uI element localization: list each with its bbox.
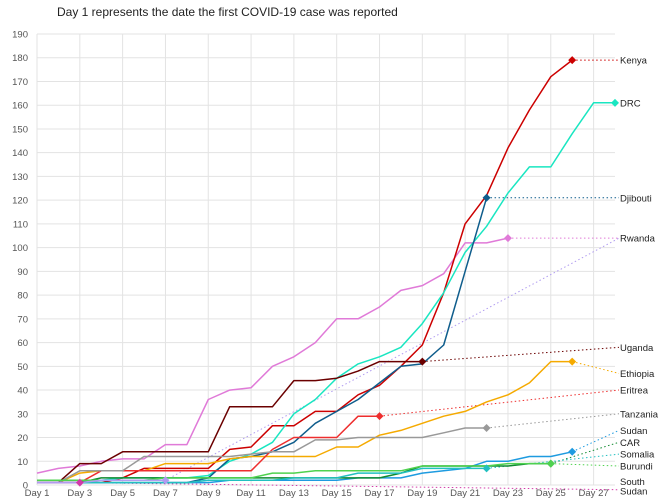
series-line: [37, 360, 423, 484]
x-tick-label: Day 9: [196, 488, 221, 499]
series-end-markers: [75, 56, 619, 487]
x-tick-label: Day 27: [579, 488, 609, 499]
y-tick-label: 70: [17, 314, 28, 325]
y-tick-label: 10: [17, 457, 28, 468]
series-line: [37, 467, 487, 484]
series-end-marker: [503, 234, 512, 243]
y-tick-label: 140: [12, 148, 28, 159]
x-tick-label: Day 7: [153, 488, 178, 499]
series-end-label: Djibouti: [620, 193, 652, 204]
series-end-label: Rwanda: [620, 234, 656, 245]
leader-line: [79, 482, 620, 491]
end-labels: Kenya DRC Djibouti Rwanda Uganda Ethiopia Erit…: [620, 56, 659, 498]
series-end-marker: [482, 424, 491, 433]
leader-line: [550, 463, 620, 467]
x-tick-label: Day 3: [67, 488, 92, 499]
y-tick-label: 0: [23, 481, 28, 492]
series-end-label: Somalia: [620, 450, 655, 461]
y-tick-label: 80: [17, 291, 28, 302]
series-end-marker: [75, 478, 84, 487]
series-line: [37, 59, 573, 484]
x-tick-label: Day 5: [110, 488, 135, 499]
series-line: [37, 197, 488, 484]
x-axis: Day 1 Day 3 Day 5 Day 7 Day 9 Day 11 Day 13 Day…: [25, 488, 609, 499]
leader-line: [422, 346, 620, 363]
y-tick-label: 170: [12, 77, 28, 88]
series-lines: [36, 59, 615, 484]
series-end-marker: [482, 464, 491, 473]
x-tick-label: Day 17: [364, 488, 394, 499]
x-tick-label: Day 23: [493, 488, 523, 499]
series-end-marker: [568, 56, 577, 65]
x-tick-label: Day 25: [536, 488, 566, 499]
series-end-label: CAR: [620, 438, 640, 449]
x-tick-label: Day 1: [25, 488, 50, 499]
y-tick-label: 20: [17, 433, 28, 444]
series-end-marker: [546, 459, 555, 468]
series-end-label: Kenya: [620, 56, 648, 67]
y-tick-label: 60: [17, 338, 28, 349]
leader-line: [379, 389, 620, 417]
series-end-label: Uganda: [620, 343, 654, 354]
series-end-marker: [161, 476, 170, 485]
x-tick-label: Day 21: [450, 488, 480, 499]
series-end-marker: [611, 98, 619, 107]
y-tick-label: 160: [12, 101, 28, 112]
series-line: [37, 479, 166, 484]
series-line: [37, 415, 380, 484]
x-tick-label: Day 15: [322, 488, 352, 499]
y-tick-label: 120: [12, 196, 28, 207]
series-end-label: South: [620, 477, 645, 488]
y-axis: 0 10 20 30 40 50 60 70 80 90 100 110 120 130 140 150 160…: [12, 30, 28, 492]
y-tick-label: 110: [13, 219, 28, 230]
leader-line: [486, 413, 620, 429]
series-end-marker: [418, 357, 427, 366]
chart-title: Day 1 represents the date the first COVI…: [57, 5, 398, 19]
series-end-marker: [375, 412, 384, 421]
series-end-marker: [482, 193, 491, 202]
y-tick-label: 180: [12, 53, 28, 64]
y-tick-label: 30: [17, 409, 28, 420]
x-tick-label: Day 11: [236, 488, 265, 499]
y-tick-label: 100: [12, 243, 28, 254]
x-tick-label: Day 19: [407, 488, 437, 499]
leader-line: [165, 237, 620, 481]
series-end-label: Tanzania: [620, 409, 659, 420]
series-end-label: Ethiopia: [620, 369, 655, 380]
series-line: [37, 360, 573, 484]
y-tick-label: 190: [12, 30, 28, 41]
x-tick-label: Day 13: [279, 488, 309, 499]
leader-line: [550, 441, 620, 465]
series-line: [37, 427, 487, 484]
leader-line: [571, 429, 620, 453]
y-tick-label: 130: [12, 172, 28, 183]
y-tick-label: 150: [12, 124, 28, 135]
series-end-label: Sudan: [620, 426, 647, 437]
y-tick-label: 90: [17, 267, 28, 278]
series-end-marker: [568, 447, 577, 456]
series-end-label: Burundi: [620, 462, 653, 473]
series-end-label: Eritrea: [620, 386, 649, 397]
series-end-marker: [568, 357, 577, 366]
series-line: [36, 237, 509, 474]
leader-lines: [79, 59, 620, 491]
gridlines: [36, 33, 615, 486]
series-end-label: DRC: [620, 98, 641, 109]
y-tick-label: 50: [17, 362, 28, 373]
leader-line: [572, 361, 620, 374]
series-end-label: Sudan: [620, 486, 647, 497]
y-tick-label: 40: [17, 386, 28, 397]
series-line: [37, 102, 615, 482]
